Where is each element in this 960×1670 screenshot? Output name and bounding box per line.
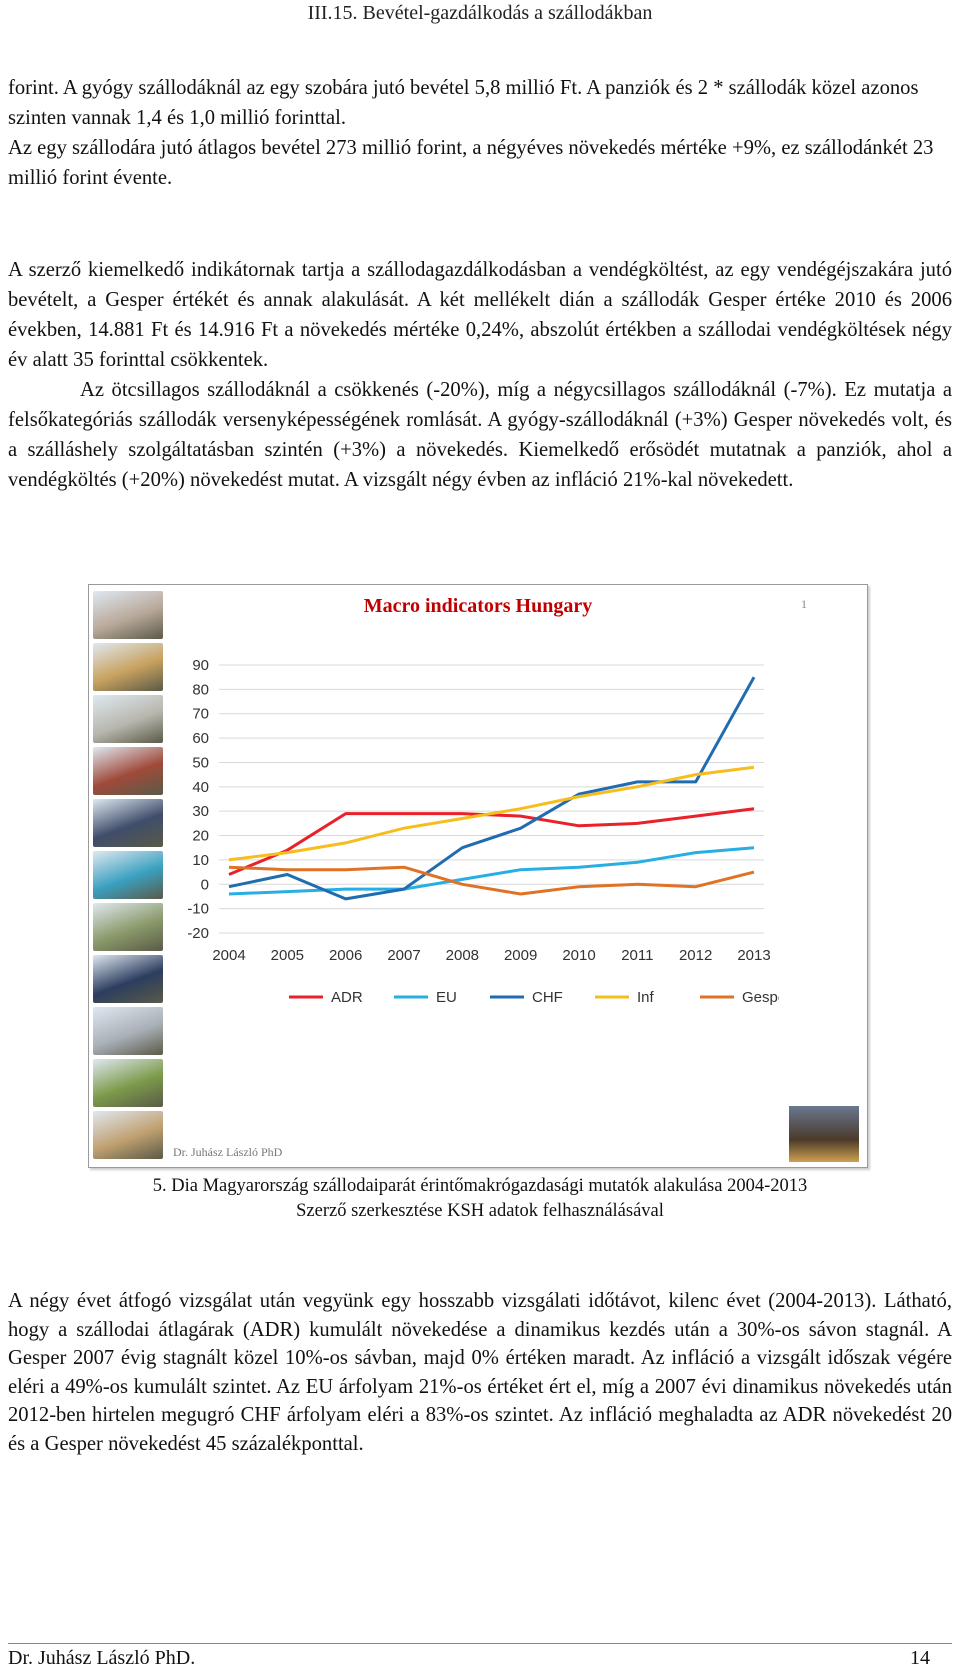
page-number: 14 xyxy=(910,1647,930,1669)
spa-pool-photo xyxy=(93,851,163,899)
slide-title: Macro indicators Hungary xyxy=(363,595,593,617)
x-tick-label: 2008 xyxy=(446,947,479,964)
running-header: III.15. Bevétel-gazdálkodás a szállodákb… xyxy=(307,2,653,24)
text-block-intro: forint. A gyógy szállodáknál az egy szob… xyxy=(8,73,952,193)
series-line-eu xyxy=(228,846,755,896)
legend-label-adr: ADR xyxy=(331,989,363,1006)
x-tick-label: 2009 xyxy=(504,947,537,964)
paragraph: Az egy szállodára jutó átlagos bevétel 2… xyxy=(8,137,934,189)
paragraph: A négy évet átfogó vizsgálat után vegyün… xyxy=(8,1290,952,1455)
x-tick-label: 2012 xyxy=(679,947,712,964)
text-block-analysis: A négy évet átfogó vizsgálat után vegyün… xyxy=(8,1287,952,1458)
y-tick-label: 60 xyxy=(192,730,209,747)
hotel-modern-dark-photo xyxy=(93,799,163,847)
series-line-chf xyxy=(228,676,756,901)
hotel-resort-photo xyxy=(93,903,163,951)
footer-author: Dr. Juhász László PhD. xyxy=(8,1647,196,1669)
x-tick-label: 2011 xyxy=(621,947,653,964)
figure-caption: 5. Dia Magyarország szállodaiparát érint… xyxy=(0,1174,960,1224)
legend-label-gesper: Gesper xyxy=(742,989,779,1006)
legend-label-chf: CHF xyxy=(532,989,563,1006)
author-portrait-photo xyxy=(93,591,163,639)
slide-figure: Macro indicators Hungary 1 -20 -10 0 10 20 30… xyxy=(88,584,868,1168)
caption-line: 5. Dia Magyarország szállodaiparát érint… xyxy=(152,1176,808,1196)
y-tick-label: 10 xyxy=(192,852,209,869)
caption-line: Szerző szerkesztése KSH adatok felhaszná… xyxy=(296,1201,664,1221)
series-line-adr xyxy=(228,807,755,876)
page-footer: Dr. Juhász László PhD. 14 xyxy=(8,1643,952,1669)
y-tick-label: 30 xyxy=(192,803,209,820)
y-tick-label: -10 xyxy=(187,901,209,918)
slide-number: 1 xyxy=(801,597,807,611)
text-block-gesper: A szerző kiemelkedő indikátornak tartja … xyxy=(8,255,952,495)
y-tick-label: 20 xyxy=(192,828,209,845)
hotel-complex-photo xyxy=(93,1007,163,1055)
paragraph: A szerző kiemelkedő indikátornak tartja … xyxy=(8,259,952,371)
legend-label-eu: EU xyxy=(436,989,457,1006)
series-line-gesper xyxy=(228,865,755,896)
hotel-building-yellow-photo xyxy=(93,643,163,691)
corner-photo xyxy=(789,1106,859,1162)
y-tick-label: 50 xyxy=(192,754,209,771)
manor-house-photo xyxy=(93,1111,163,1159)
legend-label-inf: Inf xyxy=(637,989,655,1006)
y-tick-label: 70 xyxy=(192,706,209,723)
x-tick-label: 2010 xyxy=(562,947,595,964)
paragraph: forint. A gyógy szállodáknál az egy szob… xyxy=(8,77,919,129)
paragraph: Az ötcsillagos szállodáknál a csökkenés … xyxy=(8,379,952,491)
macro-indicators-chart: -20 -10 0 10 20 30 40 50 60 70 80 90 2004 2005 2006 200… xyxy=(187,657,779,1006)
x-tick-label: 2005 xyxy=(271,947,304,964)
slide-footer: Dr. Juhász László PhD xyxy=(173,1145,283,1159)
x-tick-label: 2004 xyxy=(212,947,245,964)
series-line-inf xyxy=(228,765,755,862)
x-tick-label: 2007 xyxy=(387,947,420,964)
hotel-tower-red-photo xyxy=(93,747,163,795)
hotel-garden-photo xyxy=(93,1059,163,1107)
photo-strip xyxy=(89,585,169,1169)
hotel-palace-white-photo xyxy=(93,695,163,743)
y-tick-label: 0 xyxy=(201,876,209,893)
x-tick-label: 2013 xyxy=(737,947,770,964)
bathhouse-dome-photo xyxy=(93,955,163,1003)
y-tick-label: 90 xyxy=(192,657,209,674)
y-tick-label: -20 xyxy=(187,925,209,942)
y-tick-label: 40 xyxy=(192,779,209,796)
y-tick-label: 80 xyxy=(192,681,209,698)
x-tick-label: 2006 xyxy=(329,947,362,964)
